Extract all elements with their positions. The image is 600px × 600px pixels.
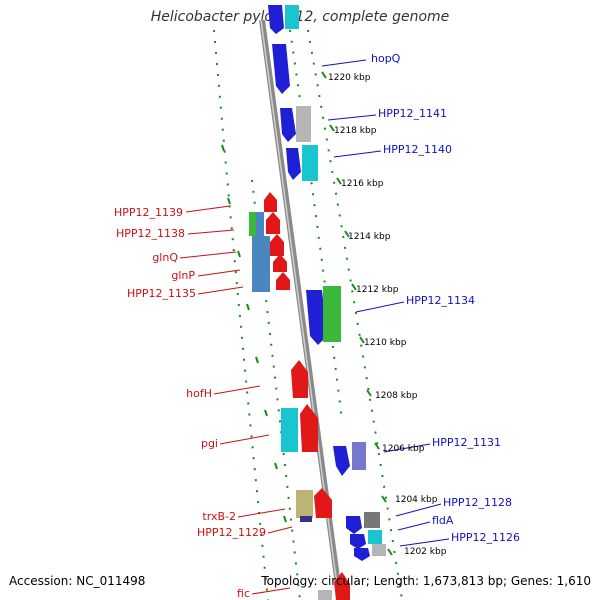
forward-gene-labels: hopQ HPP12_1141 HPP12_1140 HPP12_1134 HP… <box>371 52 520 544</box>
gene-hpp12-1138[interactable] <box>266 212 280 234</box>
gene-hofH[interactable] <box>291 360 308 398</box>
scale-label: 1220 kbp <box>328 73 371 83</box>
gene-label-glnP[interactable]: glnP <box>171 269 195 282</box>
gene-label-hpp12-1135[interactable]: HPP12_1135 <box>127 287 196 300</box>
gene-glnQ[interactable] <box>270 234 284 256</box>
gene-hpp12-1134[interactable] <box>323 286 341 342</box>
gene-hpp12-1140-blue[interactable] <box>286 148 301 180</box>
gene-pgi[interactable] <box>300 404 318 452</box>
gene-top-blue <box>268 5 284 34</box>
gene-label-fldA[interactable]: fldA <box>432 514 454 527</box>
gene-fic[interactable] <box>334 572 350 600</box>
gene-hpp12-1131[interactable] <box>352 442 366 470</box>
reverse-gene-labels: HPP12_1139 HPP12_1138 glnQ glnP HPP12_11… <box>114 206 266 600</box>
gene-hpp12-1134-blue[interactable] <box>306 290 327 345</box>
scale-dashes <box>221 71 393 556</box>
gene-label-hopQ[interactable]: hopQ <box>371 52 401 65</box>
gene-label-hpp12-1140[interactable]: HPP12_1140 <box>383 143 452 156</box>
accession-text: Accession: NC_011498 <box>9 574 146 588</box>
scale-label: 1206 kbp <box>382 444 425 454</box>
gene-label-hpp12-1139[interactable]: HPP12_1139 <box>114 206 183 219</box>
gene-hpp12-1131-blue[interactable] <box>333 446 350 476</box>
topology-text: Topology: circular; Length: 1,673,813 bp… <box>261 574 591 588</box>
gene-hopQ[interactable] <box>272 44 290 94</box>
gene-label-fic[interactable]: fic <box>237 587 250 600</box>
reverse-genes <box>249 192 350 600</box>
gene-hpp12-1135[interactable] <box>276 272 290 290</box>
scale-label: 1218 kbp <box>334 126 377 136</box>
scale-label: 1210 kbp <box>364 338 407 348</box>
gene-label-trxB-2[interactable]: trxB-2 <box>202 510 236 523</box>
guide-outer-left <box>213 29 269 600</box>
scale-label: 1208 kbp <box>375 391 418 401</box>
scale-label: 1202 kbp <box>404 547 447 557</box>
gene-fldA-cyan[interactable] <box>368 530 382 544</box>
scale-label: 1204 kbp <box>395 495 438 505</box>
gene-label-hpp12-1131[interactable]: HPP12_1131 <box>432 436 501 449</box>
gene-hpp12-1128[interactable] <box>346 516 362 534</box>
gene-label-hpp12-1134[interactable]: HPP12_1134 <box>406 294 475 307</box>
scale-label: 1214 kbp <box>348 232 391 242</box>
gene-pgi-cyan[interactable] <box>281 408 298 452</box>
forward-genes <box>268 5 386 600</box>
gene-label-hpp12-1128[interactable]: HPP12_1128 <box>443 496 512 509</box>
gene-label-pgi[interactable]: pgi <box>201 437 218 450</box>
scale-label: 1212 kbp <box>356 285 399 295</box>
gene-label-hofH[interactable]: hofH <box>186 387 212 400</box>
scale-label: 1216 kbp <box>341 179 384 189</box>
gene-trxB-2-olive[interactable] <box>296 490 313 518</box>
gene-trxB-2-dark[interactable] <box>300 516 312 522</box>
leader-lines <box>179 59 450 595</box>
gene-label-glnQ[interactable]: glnQ <box>152 251 178 264</box>
gene-hpp12-1139[interactable] <box>264 192 277 212</box>
gene-glnP[interactable] <box>273 254 287 272</box>
gene-glnQ-steel[interactable] <box>252 236 270 292</box>
gene-label-hpp12-1126[interactable]: HPP12_1126 <box>451 531 520 544</box>
gene-hpp12-1141-blue[interactable] <box>280 108 296 142</box>
dotted-guide-lines <box>213 29 403 600</box>
gene-top-cyan <box>285 5 299 29</box>
gene-hpp12-1126-grey[interactable] <box>372 544 386 556</box>
guide-inner-right <box>289 29 343 421</box>
map-title: Helicobacter pylori P12, complete genome <box>150 9 450 25</box>
gene-bottom-grey <box>318 590 332 600</box>
gene-hpp12-1141[interactable] <box>296 106 311 142</box>
gene-label-hpp12-1141[interactable]: HPP12_1141 <box>378 107 447 120</box>
gene-trxB-2[interactable] <box>314 488 332 518</box>
scale-labels: 1220 kbp 1218 kbp 1216 kbp 1214 kbp 1212… <box>328 73 447 557</box>
gene-hpp12-1140[interactable] <box>302 145 318 181</box>
gene-hpp12-1128-grey[interactable] <box>364 512 380 528</box>
gene-label-hpp12-1129[interactable]: HPP12_1129 <box>197 526 266 539</box>
gene-fldA[interactable] <box>350 534 366 549</box>
gene-hpp12-1126[interactable] <box>354 548 370 561</box>
gene-label-hpp12-1138[interactable]: HPP12_1138 <box>116 227 185 240</box>
gene-hpp12-1139-steel[interactable] <box>256 212 264 236</box>
gene-hpp12-1139-green[interactable] <box>249 212 256 236</box>
